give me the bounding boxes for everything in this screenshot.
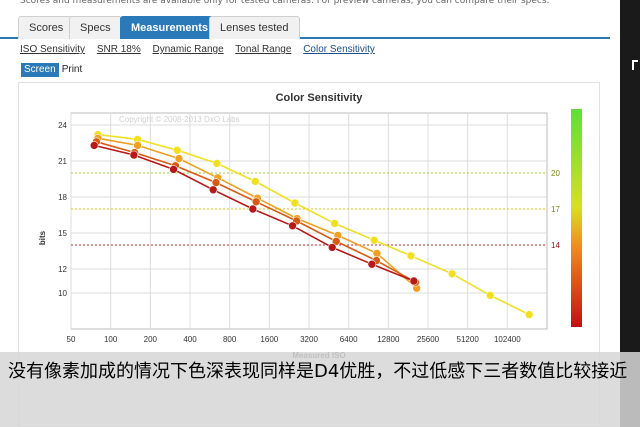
reference-label-14: 14	[551, 241, 560, 250]
chart-watermark: Copyright © 2008-2013 DxO Labs	[119, 115, 240, 124]
color-sensitivity-chart: Color Sensitivity 50 100 200 400 800 1600 3200 6…	[38, 92, 582, 360]
x-tick-label: 3200	[300, 335, 318, 344]
series-2-point	[211, 178, 221, 187]
series-3-point	[367, 259, 377, 269]
y-tick-label: 12	[58, 265, 67, 274]
subnav-color-sensitivity[interactable]: Color Sensitivity	[303, 44, 375, 55]
tab-scores[interactable]: Scores	[18, 16, 75, 39]
x-tick-label: 6400	[340, 335, 358, 344]
series-1-point	[372, 249, 382, 258]
color-scale-bar	[571, 109, 582, 327]
series-3-point	[129, 150, 139, 160]
right-edge-bar	[620, 0, 640, 427]
y-axis-label: bits	[38, 230, 47, 245]
reference-label-20: 20	[551, 169, 560, 178]
view-toggle: Screen Print	[21, 63, 85, 77]
x-tick-label: 50	[67, 335, 76, 344]
x-tick-label: 1600	[260, 335, 278, 344]
caption-overlay: 没有像素加成的情况下色深表现同样是D4优胜，不过低感下三者数值比较接近	[0, 352, 640, 427]
y-tick-label: 18	[58, 193, 67, 202]
chart-title: Color Sensitivity	[276, 92, 364, 104]
x-tick-label: 12800	[377, 335, 400, 344]
series-0-line	[97, 133, 530, 316]
series-2-point	[331, 237, 341, 246]
main-tabs: Scores Specs Measurements Lenses tested	[0, 14, 610, 39]
series-3-point	[208, 185, 218, 195]
tested-cameras-notice: Scores and measurements are available on…	[20, 0, 550, 6]
series-1-point	[133, 141, 142, 150]
series-0-point	[485, 291, 495, 300]
subnav-tonal-range[interactable]: Tonal Range	[235, 44, 292, 55]
series-2-point	[251, 197, 261, 207]
caption-text: 没有像素加成的情况下色深表现同样是D4优胜，不过低感下三者数值比较接近	[8, 361, 628, 382]
series-1-point	[174, 154, 184, 163]
series-3-point	[169, 165, 178, 174]
tab-specs[interactable]: Specs	[69, 16, 122, 39]
series-0-point	[212, 159, 222, 168]
x-tick-label: 25600	[417, 335, 440, 344]
corner-mark-icon	[632, 60, 638, 70]
series-0-point	[369, 235, 379, 245]
subnav-dynamic-range[interactable]: Dynamic Range	[152, 44, 224, 55]
series-3-point	[327, 243, 337, 252]
series-3-point	[288, 221, 297, 231]
x-tick-label: 400	[183, 335, 197, 344]
series-3-point	[248, 204, 258, 214]
y-tick-label: 24	[58, 121, 67, 130]
series-3-point	[409, 276, 419, 286]
subnav-snr-18[interactable]: SNR 18%	[96, 44, 141, 55]
series-0-point	[250, 177, 260, 186]
y-tick-label: 15	[58, 229, 67, 238]
tab-lenses-tested[interactable]: Lenses tested	[209, 16, 300, 39]
series-0-point	[406, 251, 416, 261]
subnav-iso-sensitivity[interactable]: ISO Sensitivity	[20, 44, 86, 55]
measurement-subnav: ISO Sensitivity SNR 18% Dynamic Range To…	[20, 44, 384, 58]
series-0-point	[330, 219, 339, 228]
y-tick-label: 21	[58, 157, 67, 166]
x-tick-label: 800	[223, 335, 237, 344]
series-0-point	[447, 269, 457, 279]
reference-label-17: 17	[551, 205, 560, 214]
tab-measurements[interactable]: Measurements	[120, 16, 220, 39]
x-tick-label: 100	[104, 335, 118, 344]
x-tick-label: 51200	[457, 335, 480, 344]
x-tick-label: 200	[144, 335, 158, 344]
series-0-point	[524, 310, 534, 319]
series-0-point	[290, 198, 300, 208]
screen-view-button[interactable]: Screen	[21, 63, 59, 77]
series-3-point	[89, 141, 99, 150]
x-tick-label: 102400	[494, 335, 521, 344]
series-0-point	[172, 145, 182, 155]
print-view-button[interactable]: Print	[61, 64, 83, 75]
y-tick-label: 10	[58, 289, 67, 298]
